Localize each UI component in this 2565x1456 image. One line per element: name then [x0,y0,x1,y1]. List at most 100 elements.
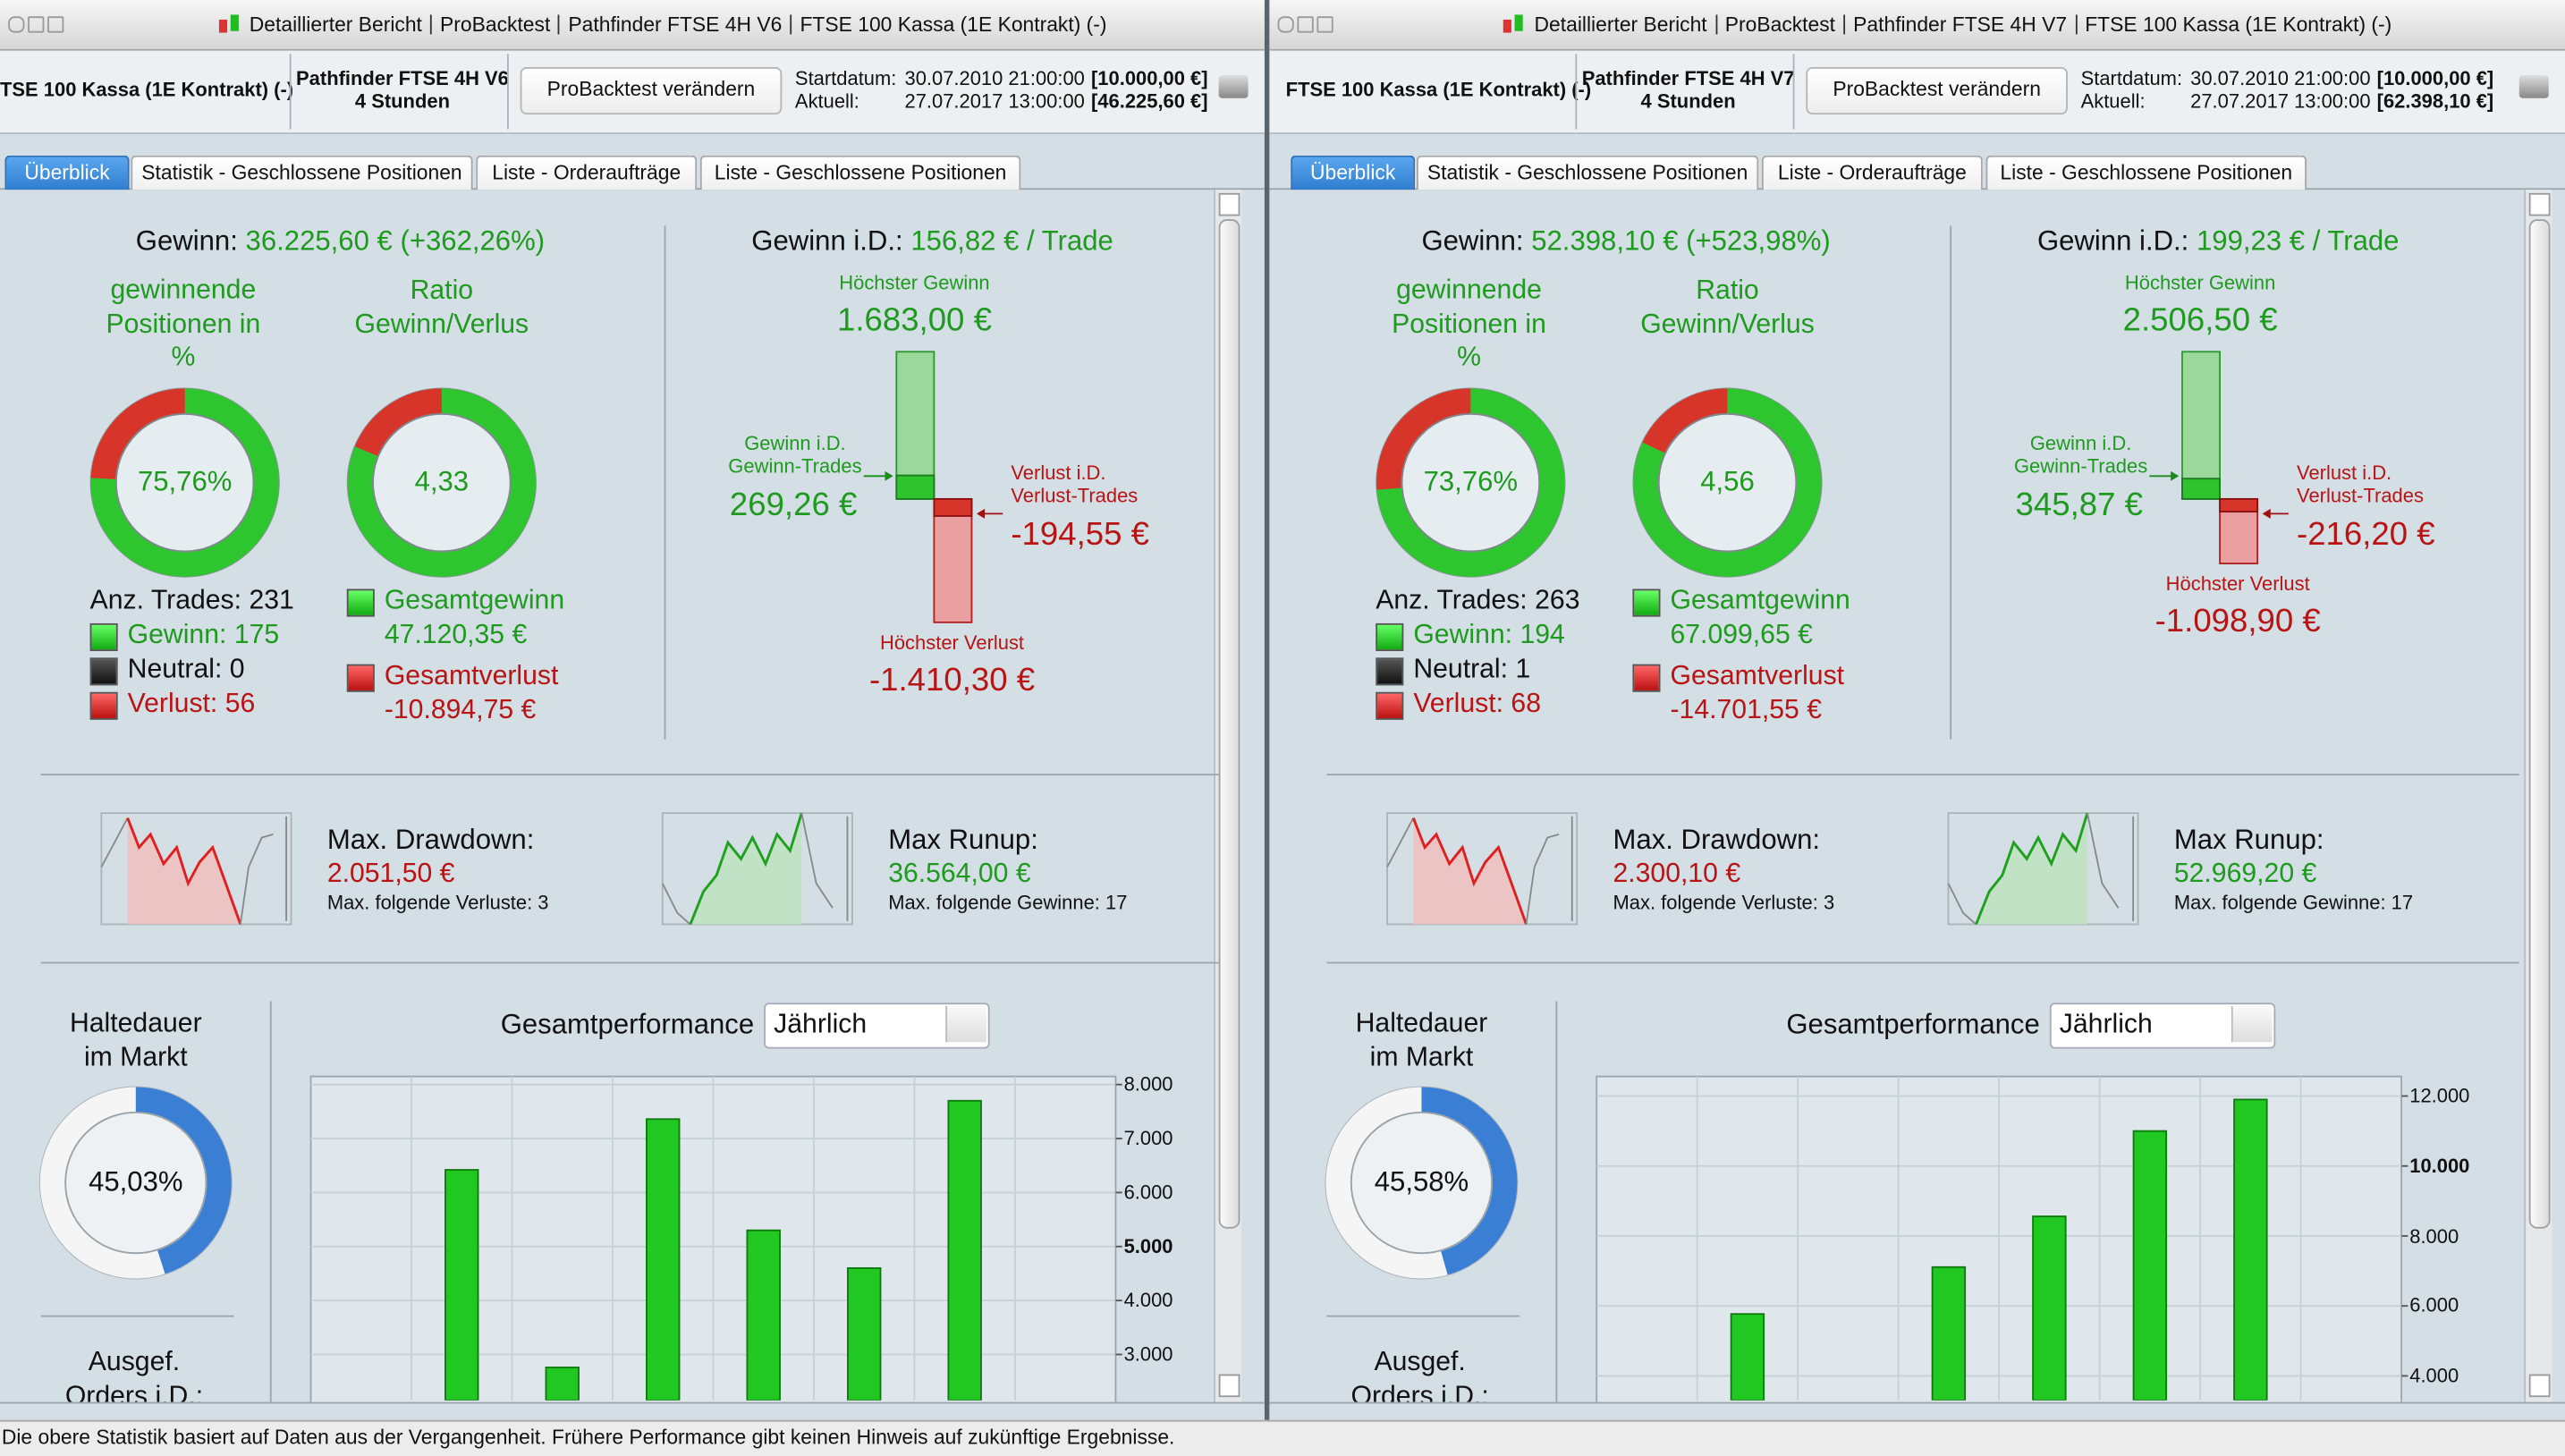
win-rate-title: gewinnende Positionen in % [106,275,261,372]
y-tick-label: 6.000 [2409,1294,2459,1317]
total-loss-value: -10.894,75 € [384,695,537,725]
trade-neutral: Neutral: 0 [128,655,245,687]
scroll-up[interactable] [1218,192,1240,216]
sparkline [1386,817,1415,868]
section-divider [1555,1001,1558,1404]
title-segment: FTSE 100 Kassa (1E Kontrakt) (-) [2075,14,2400,35]
pointer-arrow [2262,508,2271,519]
tab[interactable]: Liste - Geschlossene Positionen [699,155,1021,190]
minimize-button[interactable] [1316,16,1333,33]
orders-title: Ausgef. Orders i.D.: [1350,1347,1489,1410]
donut-inner [372,412,512,553]
sparkline [1975,812,2089,926]
holding-arc [39,1087,232,1279]
holding-title: Haltedauer im Markt [69,1008,202,1072]
avg-gain-value: 269,26 € [729,487,858,524]
bar-chart [310,1076,1116,1401]
scroll-up[interactable] [2528,192,2551,216]
close-button[interactable] [1277,16,1294,33]
scroll-thumb[interactable] [1218,219,1240,1229]
bar [2233,1098,2268,1401]
tab[interactable]: Überblick [1291,155,1416,190]
strategy-name: Pathfinder FTSE 4H V7 [1581,66,1795,90]
header-divider [507,54,509,130]
holding-arc [1325,1087,1518,1279]
drawdown-sub: Max. folgende Verluste: 3 [1613,891,1835,915]
tab[interactable]: Liste - Geschlossene Positionen [1985,155,2307,190]
total-gain: Gewinn: 36.225,60 € (+362,26%) [136,225,545,258]
section-divider [40,961,1219,964]
loss-arc [90,388,279,577]
sparkline [800,812,834,909]
sparkline [661,883,691,926]
tab[interactable]: Liste - Orderaufträge [476,155,698,190]
minimize-button[interactable] [47,16,64,33]
max-loss-bar [933,497,973,623]
trade-neutral-value: 0 [229,654,245,684]
start-label: Startdatum: [2080,66,2183,90]
title-segment: Detaillierter Bericht [249,13,422,37]
current-capital: [46.225,60 €] [1090,89,1208,113]
modify-backtest-button[interactable]: ProBacktest verändern [520,66,783,115]
sparkline [100,817,129,868]
current-label: Aktuell: [794,89,859,113]
runup-sub: Max. folgende Gewinne: 17 [888,891,1128,915]
title-segment: Pathfinder FTSE 4H V7 [1843,14,2075,35]
bar [545,1367,580,1401]
performance-title: Gesamtperformance [1786,1009,2040,1041]
printer-icon[interactable] [2518,75,2549,98]
trade-wins: Gewinn: 194 [1413,620,1565,652]
max-loss-label: Höchster Verlust [2165,572,2310,597]
period-dropdown[interactable]: Jährlich [2049,1003,2276,1049]
drawdown-label: Max. Drawdown: [326,824,535,856]
window-title: Detaillierter Bericht ProBacktest Pathfind… [215,12,1114,38]
ratio-title: Ratio Gewinn/Verlus [1640,275,1815,339]
tab[interactable]: Statistik - Geschlossene Positionen [1416,155,1759,190]
disclaimer: Die obere Statistik basiert auf Daten au… [1,1426,1175,1449]
performance-title: Gesamtperformance [500,1009,755,1041]
start-capital: [10.000,00 €] [1090,66,1208,90]
tab[interactable]: Liste - Orderaufträge [1761,155,1983,190]
scroll-thumb[interactable] [2528,219,2551,1229]
printer-icon[interactable] [1218,75,1249,98]
ratio-title: Ratio Gewinn/Verlus [354,275,529,339]
sparkline [239,834,274,925]
trade-losses: Verlust: 56 [128,689,256,721]
tab[interactable]: Überblick [4,155,130,190]
trade-neutral: Neutral: 1 [1413,655,1530,687]
icon-candle [1514,14,1523,31]
runup-label: Max Runup: [888,824,1038,856]
trade-wins: Gewinn: 175 [128,620,280,652]
sparkline-area [690,813,802,925]
maximize-button[interactable] [28,16,45,33]
report-graphics [38,351,1122,1409]
drawdown-value: 2.300,10 € [1613,859,1741,889]
avg-gain-label: Gewinn i.D. Gewinn-Trades [2013,431,2148,478]
avg-loss-label: Verlust i.D. Verlust-Trades [1011,461,1139,508]
maximize-button[interactable] [1297,16,1314,33]
modify-backtest-button[interactable]: ProBacktest verändern [1806,66,2068,115]
trade-neutral-label: Neutral: [1413,654,1509,684]
avg-gain-bar [895,474,935,500]
bar [444,1169,479,1401]
donut-inner [114,412,255,553]
holding-value: 45,03% [89,1165,183,1198]
period-dropdown[interactable]: Jährlich [764,1003,990,1049]
trade-losses-label: Verlust: [127,689,218,719]
win-rate-value: 73,76% [1423,465,1519,497]
icon-candle [1503,19,1511,33]
ratio-value: 4,56 [1700,465,1755,497]
total-gain-value: 52.398,10 € (+523,98%) [1531,225,1831,257]
scroll-down[interactable] [2528,1374,2551,1398]
total-loss-label: Gesamtverlust [384,661,559,691]
tab[interactable]: Statistik - Geschlossene Positionen [131,155,473,190]
sparkline-area [1976,813,2087,925]
tab-label: Statistik - Geschlossene Positionen [1426,161,1748,184]
current-date: 27.07.2017 13:00:00 [2190,89,2371,113]
loss-arc [1376,388,1565,577]
close-button[interactable] [8,16,25,33]
legend-swatch [346,588,375,617]
scroll-down[interactable] [1218,1374,1240,1398]
total-gain-label: Gewinn: [135,225,238,257]
tab-label: Liste - Geschlossene Positionen [714,161,1007,184]
